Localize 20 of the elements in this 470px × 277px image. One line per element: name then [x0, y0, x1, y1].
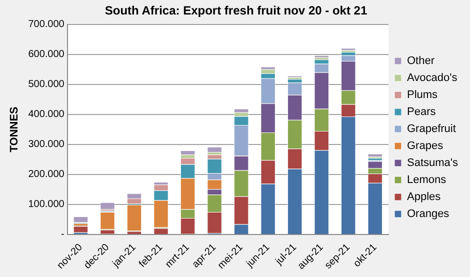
legend-label: Plums: [406, 89, 438, 102]
legend-label: Satsuma's: [406, 157, 458, 170]
y-tick-label: 200.000: [28, 169, 65, 180]
y-tick-label: 500.000: [28, 79, 65, 90]
y-tick-label: 100.000: [28, 199, 65, 210]
legend-label: Pears: [406, 106, 436, 118]
legend-label: Other: [406, 55, 435, 68]
legend-label: Grapefruit: [406, 123, 456, 136]
y-axis-title: TONNES: [8, 106, 21, 152]
y-tick-label: 400.000: [28, 109, 65, 120]
y-tick-label: 700.000: [28, 19, 65, 30]
legend-label: Lemons: [406, 174, 447, 186]
legend-label: Grapes: [406, 140, 444, 152]
chart-title: South Africa: Export fresh fruit nov 20 - okt 21: [104, 4, 368, 18]
y-tick-label: -: [61, 229, 64, 240]
legend-label: Avocado's: [406, 72, 458, 84]
y-tick-label: 300.000: [28, 139, 65, 150]
legend-label: Apples: [406, 191, 442, 204]
y-tick-label: 600.000: [28, 49, 65, 60]
legend-label: Oranges: [406, 208, 450, 220]
